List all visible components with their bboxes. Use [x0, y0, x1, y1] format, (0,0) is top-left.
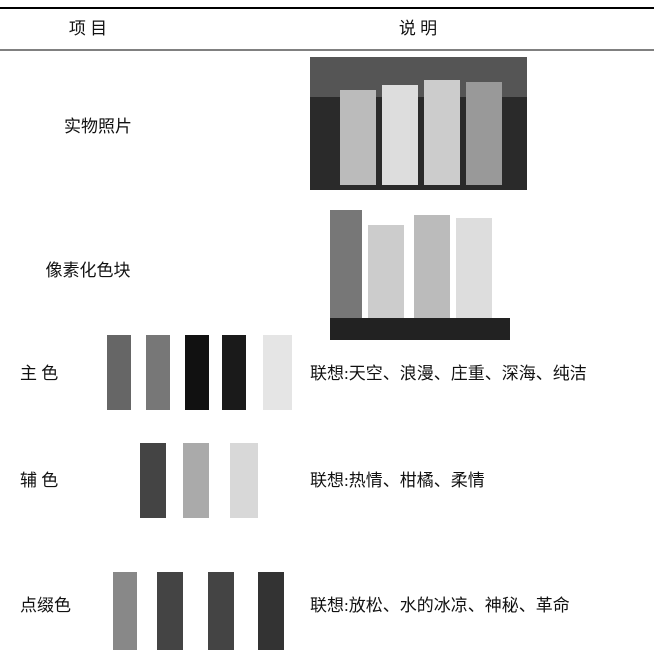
row-label: 主 色: [20, 364, 58, 383]
row-label: 点缀色: [20, 596, 71, 615]
pixelated-image: [330, 210, 510, 340]
row-label: 像素化色块: [46, 261, 131, 280]
swatches: [107, 335, 292, 410]
swatches: [140, 443, 258, 518]
row-label: 实物照片: [64, 117, 132, 136]
header-cell: 说 明: [399, 19, 437, 38]
photo: [310, 57, 527, 190]
row-text: 联想:热情、柑橘、柔情: [310, 471, 485, 490]
row-text: 联想:天空、浪漫、庄重、深海、纯洁: [310, 364, 587, 383]
row-label: 辅 色: [20, 471, 58, 490]
header-cell: 项 目: [69, 19, 107, 38]
swatches: [113, 572, 284, 650]
row-text: 联想:放松、水的冰凉、神秘、革命: [310, 596, 570, 615]
